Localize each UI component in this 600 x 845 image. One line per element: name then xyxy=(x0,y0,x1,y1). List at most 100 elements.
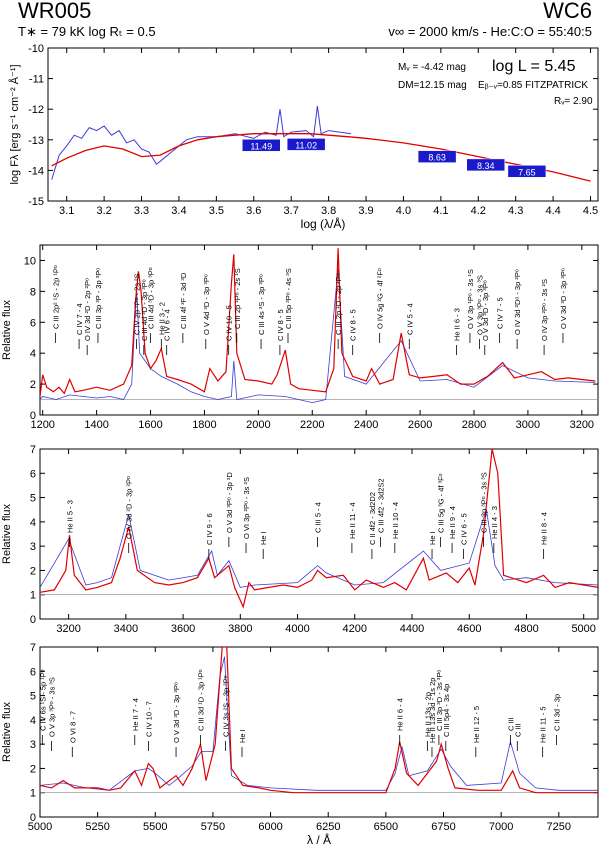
line-id-label: C III 5g ³G - 4f ³Fᵒ xyxy=(437,473,446,533)
y-tick-label: 4 xyxy=(30,517,36,529)
line-id-label: O V 3d ³Pᵒ - 3p ³D xyxy=(225,472,234,533)
plot-frame xyxy=(39,244,599,416)
model-spectrum-series xyxy=(40,647,598,794)
x-tick-label: 5250 xyxy=(85,821,109,833)
line-id-label: C IV 10 - 7 xyxy=(145,701,154,737)
x-tick-label: 3.9 xyxy=(358,205,373,217)
model-params-left: T∗ = 79 kK log Rₜ = 0.5 xyxy=(18,24,156,39)
x-tick-label: 4400 xyxy=(400,623,424,635)
line-id-label: O IV 3d ²D - 2p ²Pᵒ xyxy=(83,278,92,341)
y-axis-label: log Fλ [erg s⁻¹ cm⁻² Å⁻¹] xyxy=(8,64,21,184)
photometry-box xyxy=(242,139,281,152)
x-tick-label: 4.1 xyxy=(433,205,448,217)
photometry-label: 11.02 xyxy=(295,140,317,150)
x-tick-label: 4.0 xyxy=(396,205,411,217)
line-id-label: O V 3d ³D - 3p ³Pᵒ xyxy=(172,682,181,743)
y-tick-label: 2 xyxy=(30,379,36,391)
line-id-label: C IV 8 - 5 xyxy=(349,309,358,341)
x-tick-label: 4.4 xyxy=(545,205,560,217)
line-id-label: C III 2p² ¹S - 2p ¹Pᵒ xyxy=(51,265,60,329)
model-id: WR005 xyxy=(18,0,92,23)
model-params-right: v∞ = 2000 km/s - He:C:O = 55:40:5 xyxy=(388,24,592,39)
photometry-label: 8.34 xyxy=(477,161,495,171)
y-tick-label: -14 xyxy=(28,165,44,177)
plot-frame xyxy=(39,448,599,620)
y-tick-label: 6 xyxy=(30,468,36,480)
absolute-magnitude: Mᵥ = -4.42 mag xyxy=(398,62,466,73)
y-tick-label: 6 xyxy=(30,666,36,678)
x-tick-label: 3.6 xyxy=(246,205,261,217)
x-tick-label: 1800 xyxy=(192,419,216,431)
x-tick-label: 3200 xyxy=(56,623,80,635)
line-id-label: O IV 3d ²D - 3p ²Pᵒ xyxy=(125,476,134,539)
line-id-label: He I xyxy=(428,531,437,545)
x-tick-label: 7250 xyxy=(547,821,571,833)
line-id-label: O V 3p ¹Pᵒ - 3s ¹S xyxy=(466,269,475,329)
photometry-label: 7.65 xyxy=(518,167,536,177)
line-id-label: O V 3d ³D - 3p ³Pᵒ xyxy=(559,268,568,329)
line-id-label: O VI 3p ²Pᵒ - 3s ²S xyxy=(242,477,251,539)
y-tick-label: 3 xyxy=(30,739,36,751)
line-id-label: O IV 3p ²Pᵒ - 3s ²S xyxy=(540,279,549,341)
line-id-label: C IV 7 - 5 xyxy=(496,297,505,329)
y-tick-label: 2 xyxy=(30,763,36,775)
x-tick-label: 5500 xyxy=(143,821,167,833)
line-id-label: C III 3p ³Pᵒ - 3s ³S xyxy=(480,472,489,533)
line-id-label: He II 5 - 3 xyxy=(65,500,74,533)
line-id-label: C III xyxy=(513,723,522,737)
observed-spectrum-series xyxy=(40,268,596,404)
x-tick-label: 3800 xyxy=(228,623,252,635)
y-tick-label: 10 xyxy=(24,255,36,267)
y-axis-label: Relative flux xyxy=(1,702,13,762)
photometry-box xyxy=(286,138,326,151)
line-id-label: C III 2p ¹D - 2p ¹Pᵒ xyxy=(334,273,343,335)
x-tick-label: 4.2 xyxy=(471,205,486,217)
x-tick-label: 2000 xyxy=(246,419,270,431)
plot-frame xyxy=(47,47,599,202)
y-tick-label: 4 xyxy=(30,348,36,360)
line-id-label: He II 9 - 4 xyxy=(448,506,457,539)
x-tick-label: 6000 xyxy=(258,821,282,833)
line-id-label: C III xyxy=(506,717,515,731)
line-id-label: C II 4f2 - 3d2D2 xyxy=(368,492,377,545)
x-tick-label: 3.5 xyxy=(209,205,224,217)
x-tick-label: 3.7 xyxy=(284,205,299,217)
observed-spectrum-series xyxy=(40,656,598,791)
line-id-label: He II 11 - 4 xyxy=(348,502,357,539)
line-id-label: C III 3d ¹D - 3p ¹Pᵒ xyxy=(196,669,205,731)
model-spectrum-series xyxy=(40,248,596,397)
x-tick-label: 3.2 xyxy=(96,205,111,217)
y-axis-label: Relative flux xyxy=(1,300,13,360)
line-id-label: He II 12 - 5 xyxy=(472,706,481,743)
x-tick-label: 3.3 xyxy=(134,205,149,217)
line-id-label: C IV 6 - 5 xyxy=(460,513,469,545)
line-id-label: C IV 9 - 6 xyxy=(205,513,214,545)
x-tick-label: 3600 xyxy=(171,623,195,635)
y-tick-label: -11 xyxy=(29,74,44,86)
line-id-label: O V 3p ³Pᵒ - 3s ³S xyxy=(48,677,57,737)
line-id-label: C IV 6 - 4 xyxy=(163,309,172,341)
y-tick-label: 8 xyxy=(30,286,36,298)
x-tick-label: 4200 xyxy=(343,623,367,635)
x-axis-label: log (λ/Å) xyxy=(301,216,346,231)
photometry-label: 11.49 xyxy=(250,141,272,151)
x-tick-label: 3.4 xyxy=(171,205,186,217)
y-tick-label: 7 xyxy=(30,642,36,654)
line-id-label: C III 2p ¹Pᵒ - 2s ¹S xyxy=(233,268,242,329)
photometry-box xyxy=(417,150,457,163)
line-id-label: O IV 5g ²G - 4f ²Fᵒ xyxy=(376,268,385,329)
panel-opt2: 5000 5250 5500 5750 6000 6250 6500 6750 7000 7250… xyxy=(1,642,599,845)
line-id-label: He II 3 - 2 xyxy=(157,302,166,335)
line-id-label: C II 3d - 3p xyxy=(552,694,561,731)
x-tick-label: 5000 xyxy=(28,821,52,833)
line-id-label: He II 11 - 5 xyxy=(539,706,548,743)
x-tick-label: 6750 xyxy=(431,821,455,833)
y-tick-label: 0 xyxy=(30,812,36,824)
x-tick-label: 3400 xyxy=(114,623,138,635)
x-tick-label: 1600 xyxy=(138,419,162,431)
line-id-label: He II 6 - 4 xyxy=(396,698,405,731)
y-tick-label: 6 xyxy=(30,317,36,329)
line-id-label: C III 4d ³D - 3p ³Pᵒ xyxy=(147,267,156,329)
y-tick-label: -15 xyxy=(28,196,44,208)
y-tick-label: 0 xyxy=(30,410,36,422)
